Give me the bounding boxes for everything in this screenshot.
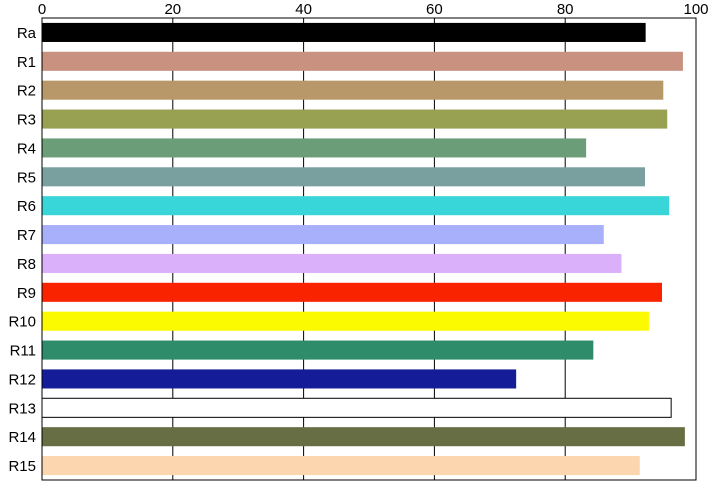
category-label: R14 bbox=[8, 429, 36, 446]
bar-r1 bbox=[42, 51, 683, 71]
x-tick-label: 60 bbox=[426, 1, 443, 18]
x-tick-label: 20 bbox=[164, 1, 181, 18]
category-label: R15 bbox=[8, 458, 36, 475]
category-label: R11 bbox=[10, 343, 36, 360]
bar-r3 bbox=[42, 109, 668, 129]
category-label: R5 bbox=[17, 169, 36, 186]
category-label: R2 bbox=[17, 83, 36, 100]
category-label: R13 bbox=[8, 400, 36, 417]
x-tick-label: 40 bbox=[295, 1, 312, 18]
x-tick-label: 100 bbox=[683, 1, 708, 18]
bar-r11 bbox=[42, 340, 594, 360]
bars bbox=[41, 22, 685, 476]
bar-r13 bbox=[41, 397, 672, 418]
bar-r5 bbox=[42, 167, 645, 187]
bar-r10 bbox=[42, 311, 649, 331]
category-label: R12 bbox=[8, 371, 36, 388]
category-label: R1 bbox=[17, 54, 36, 71]
bar-r12 bbox=[42, 369, 517, 389]
plot-frame bbox=[41, 17, 697, 481]
bar-r6 bbox=[42, 196, 670, 216]
x-tick-label: 0 bbox=[38, 1, 46, 18]
bar-r7 bbox=[42, 225, 604, 245]
category-label: R7 bbox=[17, 227, 36, 244]
category-label: R8 bbox=[17, 256, 36, 273]
bar-r8 bbox=[42, 253, 622, 273]
bar-r4 bbox=[42, 138, 587, 158]
category-label: R6 bbox=[17, 198, 36, 215]
x-tick-labels: 0 20 40 60 80 100 bbox=[38, 1, 709, 18]
bar-r9 bbox=[42, 282, 662, 302]
bar-ra bbox=[42, 22, 646, 42]
bar-r14 bbox=[42, 427, 685, 447]
bar-r2 bbox=[42, 80, 664, 100]
category-label: Ra bbox=[17, 25, 37, 42]
category-label: R10 bbox=[8, 314, 36, 331]
x-tick-label: 80 bbox=[557, 1, 574, 18]
category-label: R4 bbox=[17, 140, 36, 157]
category-label: R9 bbox=[17, 285, 36, 302]
category-label: R3 bbox=[17, 112, 36, 129]
bar-r15 bbox=[42, 456, 640, 476]
category-labels: Ra R1 R2 R3 R4 R5 R6 R7 R8 R9 R10 R11 R12 R13 R14 R15 bbox=[8, 25, 36, 475]
